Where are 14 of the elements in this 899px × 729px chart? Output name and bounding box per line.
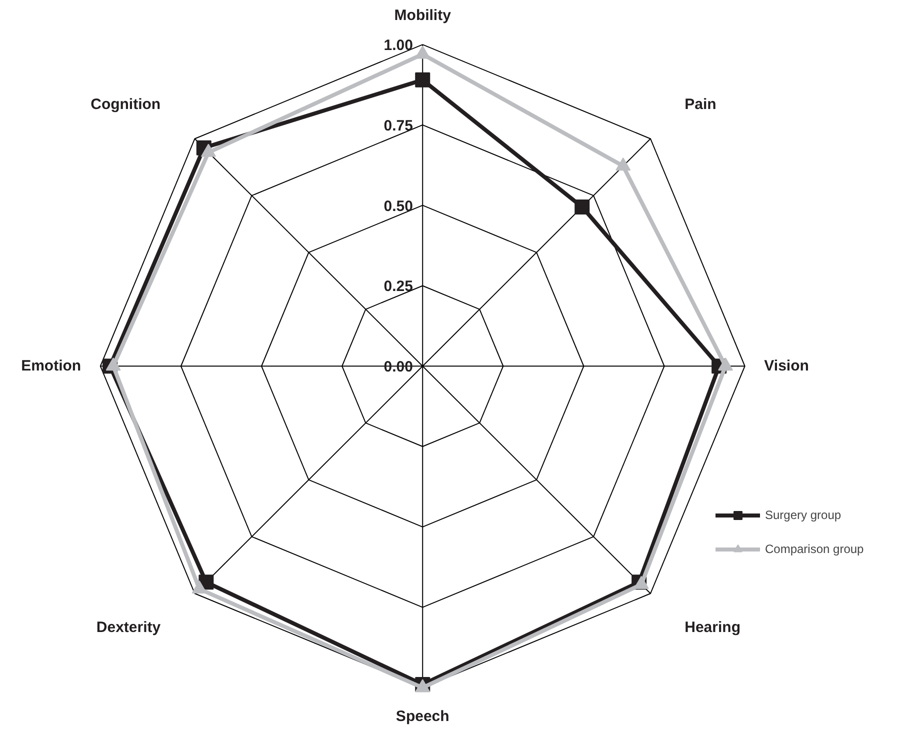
spoke-label: Hearing bbox=[684, 619, 740, 636]
spoke-label: Cognition bbox=[90, 96, 161, 114]
spoke-label: Emotion bbox=[21, 358, 82, 375]
legend-label: Surgery group bbox=[765, 508, 842, 522]
y-tick-label: 0.50 bbox=[384, 198, 413, 215]
spoke-label: Mobility bbox=[394, 7, 452, 24]
legend-label: Comparison group bbox=[765, 542, 864, 556]
spoke-label: Vision bbox=[764, 358, 809, 375]
spoke-label: Pain bbox=[684, 96, 716, 114]
spoke-label: Speech bbox=[396, 708, 450, 726]
y-tick-label: 1.00 bbox=[384, 37, 413, 54]
spoke-label: Dexterity bbox=[96, 619, 162, 636]
y-tick-label: 0.25 bbox=[384, 278, 413, 296]
y-tick-label: 0.75 bbox=[384, 117, 413, 134]
